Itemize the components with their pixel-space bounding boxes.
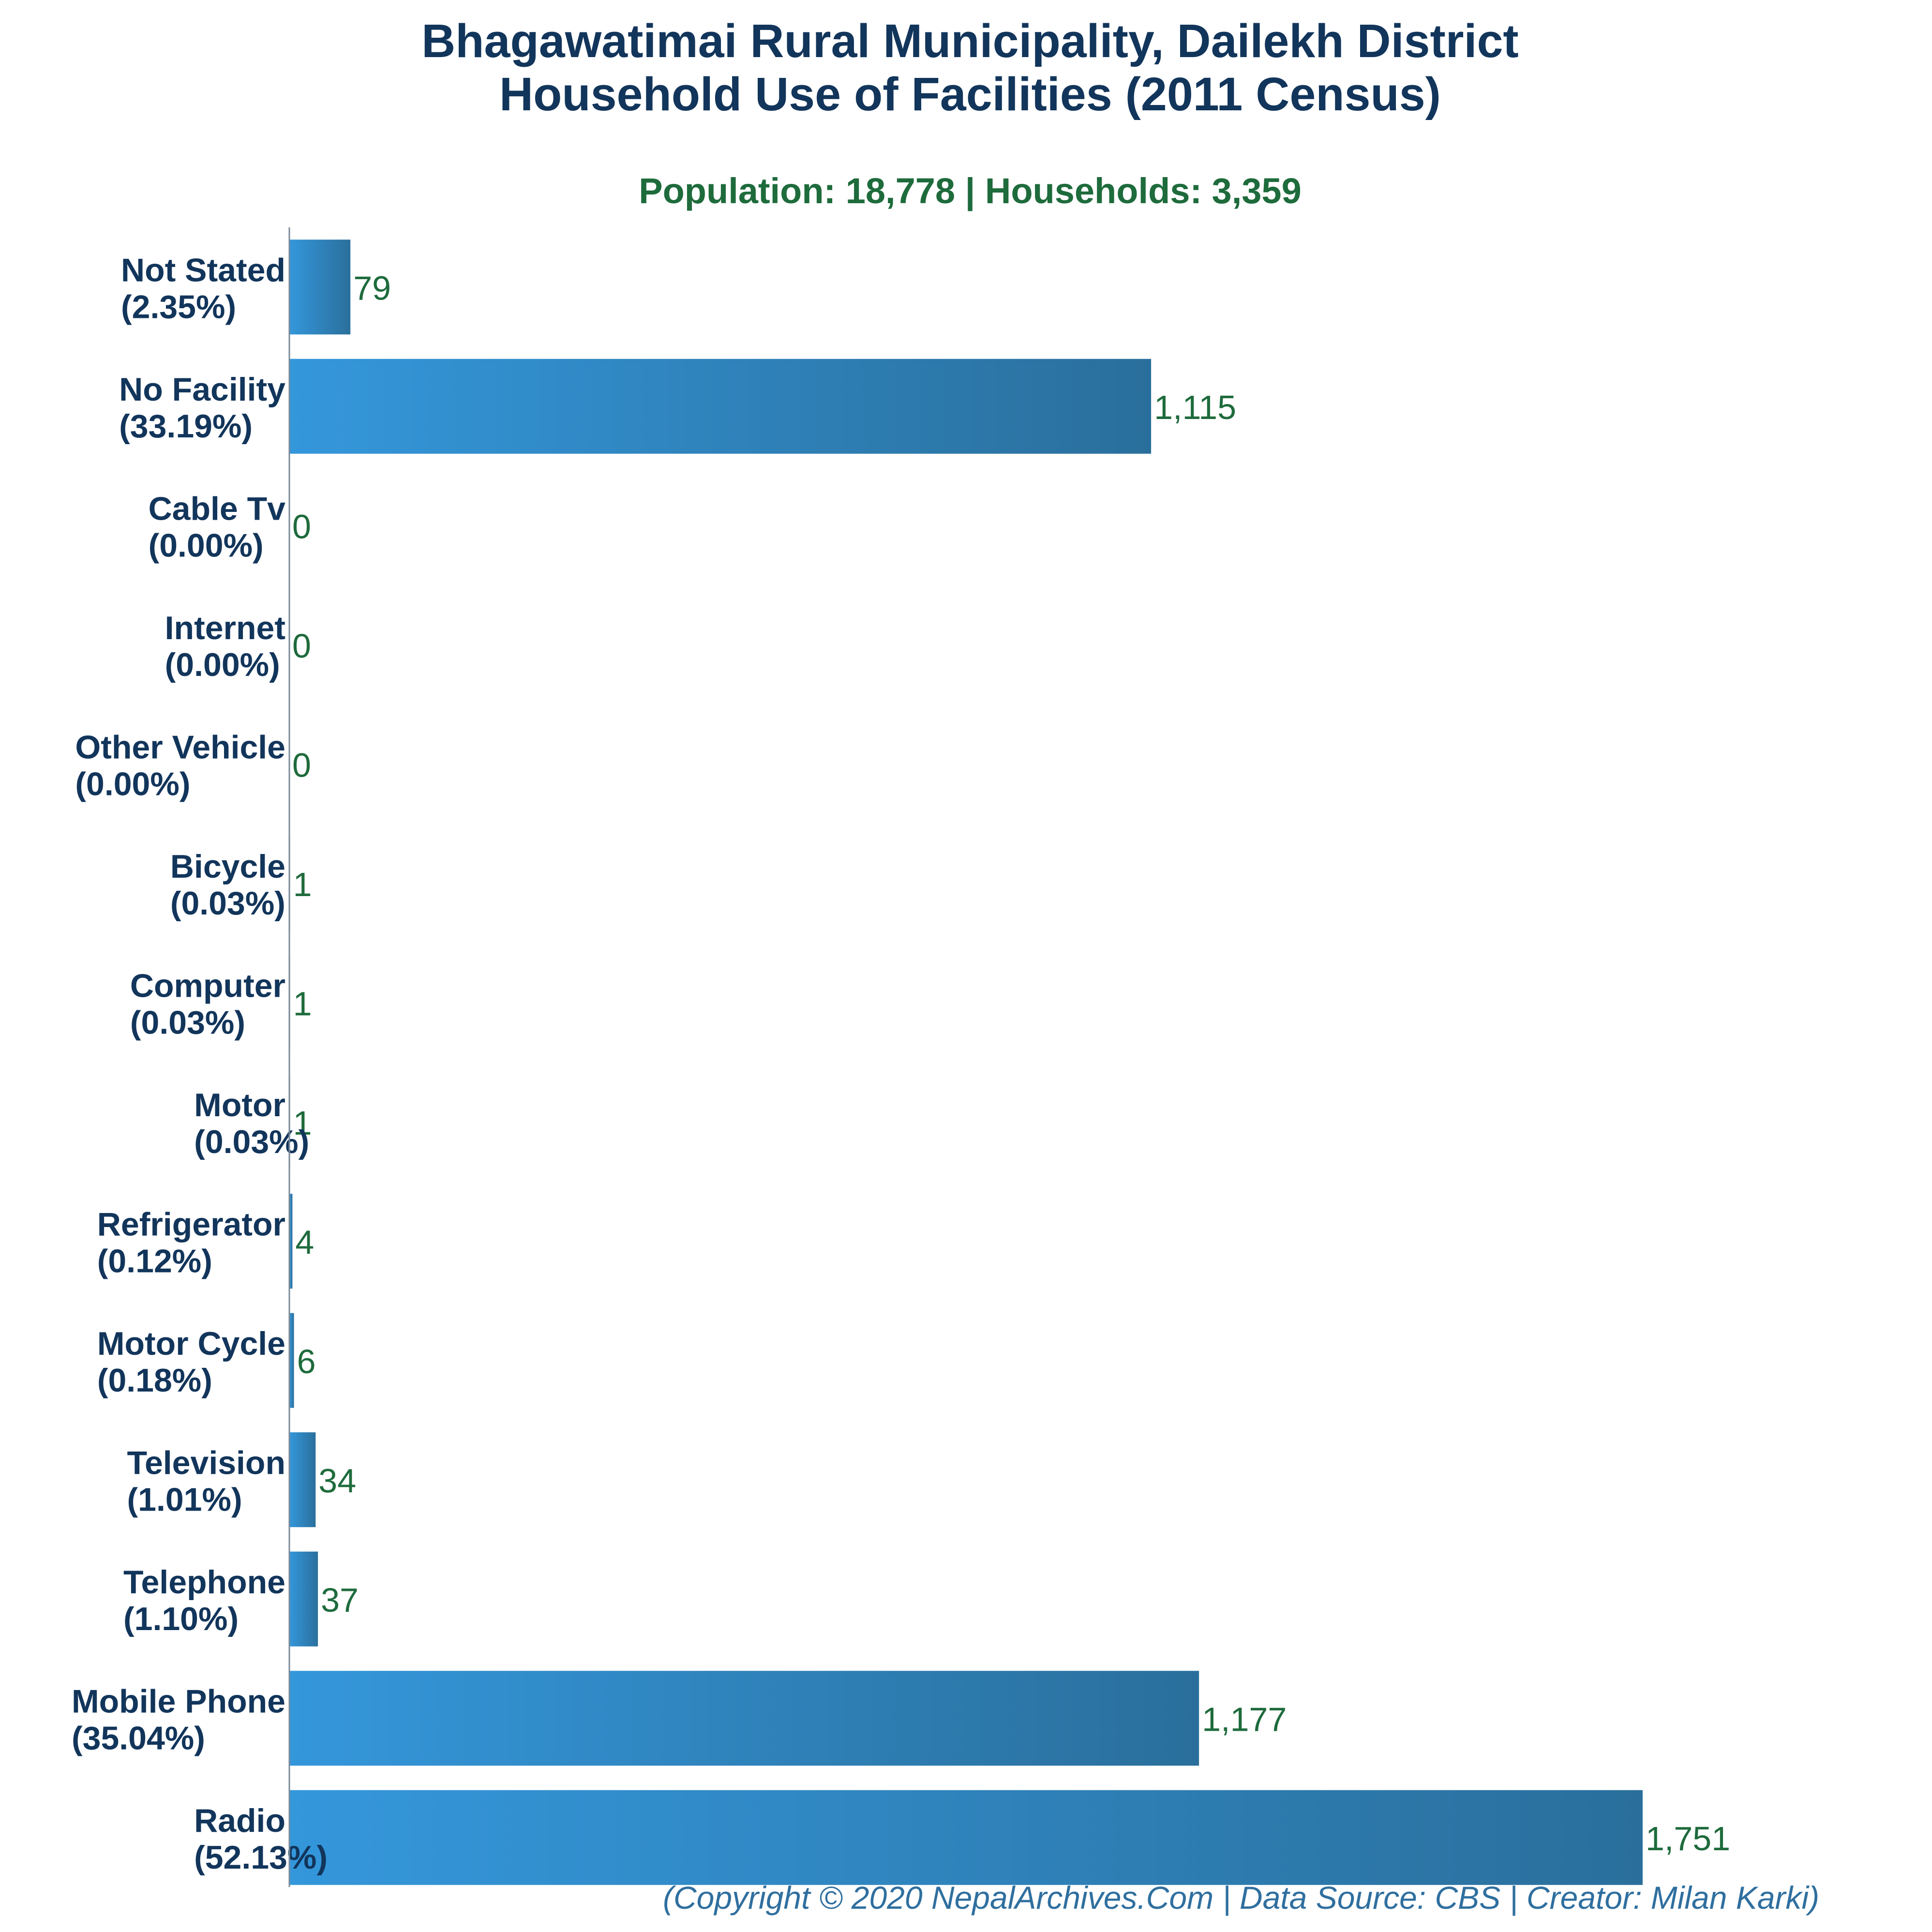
category-label-radio: Radio (52.13%) bbox=[194, 1802, 328, 1876]
category-label-mobile-phone: Mobile Phone (35.04%) bbox=[72, 1683, 285, 1756]
bar-telephone bbox=[289, 1551, 318, 1647]
bar-radio bbox=[289, 1790, 1643, 1885]
category-percent: (0.00%) bbox=[149, 527, 264, 564]
value-label-mobile-phone: 1,177 bbox=[1202, 1700, 1287, 1738]
value-label-computer: 1 bbox=[293, 985, 312, 1022]
bar-not-stated bbox=[289, 240, 351, 335]
value-label-no-facility: 1,115 bbox=[1154, 389, 1236, 426]
bar-motor-cycle bbox=[289, 1313, 294, 1408]
bar-refrigerator bbox=[289, 1194, 293, 1289]
category-label-not-stated: Not Stated (2.35%) bbox=[121, 252, 285, 325]
category-label-telephone: Telephone (1.10%) bbox=[123, 1564, 285, 1637]
value-label-cable-tv: 0 bbox=[292, 508, 311, 545]
copyright-footer: (Copyright © 2020 NepalArchives.Com | Da… bbox=[663, 1880, 1819, 1917]
category-percent: (1.10%) bbox=[123, 1601, 239, 1637]
category-percent: (35.04%) bbox=[72, 1720, 205, 1756]
category-label-bicycle: Bicycle (0.03%) bbox=[170, 848, 285, 922]
category-label-television: Television (1.01%) bbox=[127, 1444, 285, 1518]
bar-mobile-phone bbox=[289, 1671, 1199, 1766]
category-label-internet: Internet (0.00%) bbox=[165, 610, 285, 683]
category-labels-layer: Not Stated (2.35%) No Facility (33.19%) Cabl… bbox=[72, 252, 328, 1876]
value-label-not-stated: 79 bbox=[353, 269, 391, 307]
chart-subtitle: Population: 18,778 | Households: 3,359 bbox=[639, 171, 1302, 211]
category-percent: (33.19%) bbox=[119, 408, 253, 445]
value-labels-layer: 79 1,115 0 0 0 1 1 1 4 6 34 37 1,177 1,751 bbox=[292, 269, 1730, 1857]
category-percent: (0.12%) bbox=[97, 1243, 212, 1279]
category-name: Radio bbox=[194, 1802, 285, 1839]
category-name: Refrigerator bbox=[97, 1206, 285, 1243]
bar-television bbox=[289, 1432, 316, 1528]
category-label-motor-cycle: Motor Cycle (0.18%) bbox=[97, 1325, 285, 1399]
category-label-cable-tv: Cable Tv (0.00%) bbox=[149, 490, 286, 564]
value-label-television: 34 bbox=[318, 1462, 356, 1499]
value-label-refrigerator: 4 bbox=[295, 1223, 314, 1261]
category-percent: (2.35%) bbox=[121, 288, 236, 325]
chart-title-line-2: Household Use of Facilities (2011 Census… bbox=[499, 68, 1441, 120]
category-label-other-vehicle: Other Vehicle (0.00%) bbox=[75, 729, 285, 802]
category-percent: (52.13%) bbox=[194, 1839, 328, 1876]
bars-layer bbox=[289, 240, 1643, 1885]
category-name: Internet bbox=[165, 610, 285, 646]
category-name: Motor bbox=[194, 1087, 285, 1123]
category-label-no-facility: No Facility (33.19%) bbox=[119, 371, 285, 445]
category-percent: (0.18%) bbox=[97, 1362, 212, 1399]
category-percent: (0.03%) bbox=[170, 885, 285, 922]
category-name: Motor Cycle bbox=[97, 1325, 285, 1362]
category-name: Other Vehicle bbox=[75, 729, 285, 765]
value-label-motor-cycle: 6 bbox=[297, 1343, 316, 1380]
chart-title-line-1: Bhagawatimai Rural Municipality, Dailekh… bbox=[421, 15, 1518, 67]
category-percent: (1.01%) bbox=[127, 1481, 242, 1518]
bar-no-facility bbox=[289, 359, 1152, 454]
category-name: Computer bbox=[130, 967, 285, 1004]
value-label-other-vehicle: 0 bbox=[292, 746, 311, 784]
category-label-motor: Motor (0.03%) bbox=[194, 1087, 309, 1160]
category-label-refrigerator: Refrigerator (0.12%) bbox=[97, 1206, 285, 1279]
category-name: Telephone bbox=[123, 1564, 285, 1601]
value-label-radio: 1,751 bbox=[1646, 1820, 1730, 1857]
category-percent: (0.00%) bbox=[75, 765, 190, 802]
category-label-computer: Computer (0.03%) bbox=[130, 967, 285, 1041]
category-name: No Facility bbox=[119, 371, 285, 408]
category-percent: (0.03%) bbox=[130, 1004, 245, 1041]
category-percent: (0.03%) bbox=[194, 1123, 309, 1160]
category-name: Bicycle bbox=[170, 848, 285, 885]
category-name: Mobile Phone bbox=[72, 1683, 285, 1720]
value-label-telephone: 37 bbox=[321, 1581, 359, 1619]
value-label-internet: 0 bbox=[292, 627, 311, 665]
category-name: Television bbox=[127, 1444, 285, 1481]
category-name: Not Stated bbox=[121, 252, 285, 288]
category-name: Cable Tv bbox=[149, 490, 286, 527]
value-label-bicycle: 1 bbox=[293, 866, 312, 903]
value-label-motor: 1 bbox=[293, 1104, 312, 1142]
category-percent: (0.00%) bbox=[165, 646, 280, 683]
